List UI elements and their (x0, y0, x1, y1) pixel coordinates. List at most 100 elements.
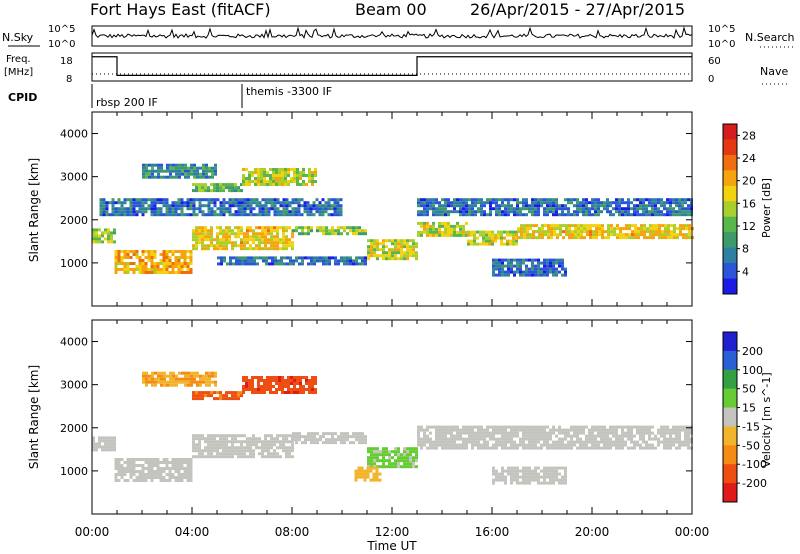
data-cell (213, 440, 216, 444)
data-cell (403, 257, 406, 261)
data-cell (328, 432, 331, 436)
data-cell (336, 210, 340, 214)
data-cell (219, 232, 222, 236)
data-cell (645, 428, 648, 432)
data-cell (651, 446, 654, 450)
data-cell (192, 210, 196, 214)
data-cell (525, 437, 528, 441)
data-cell (473, 236, 476, 240)
data-cell (95, 240, 98, 244)
data-cell (264, 210, 268, 214)
data-cell (615, 210, 618, 214)
data-cell (540, 270, 543, 274)
data-cell (394, 462, 397, 466)
data-cell (534, 434, 537, 438)
data-cell (597, 201, 600, 205)
data-cell (225, 229, 228, 233)
nsearch-tick-low: 10^0 (708, 39, 735, 50)
data-cell (372, 472, 376, 476)
data-cell (255, 226, 258, 230)
data-cell (279, 213, 283, 217)
data-cell (189, 473, 193, 476)
data-cell (633, 440, 636, 444)
data-cell (373, 447, 376, 451)
data-cell (166, 380, 169, 384)
data-cell (210, 213, 214, 217)
data-cell (198, 232, 201, 236)
data-cell (687, 204, 690, 208)
data-cell (288, 244, 291, 248)
data-cell (251, 171, 254, 174)
data-cell (276, 213, 280, 217)
data-cell (252, 437, 255, 441)
data-cell (426, 221, 429, 225)
data-cell (595, 236, 598, 240)
data-cell (333, 204, 337, 208)
data-cell (679, 224, 682, 228)
data-cell (198, 235, 201, 239)
data-cell (415, 254, 418, 258)
data-cell (501, 267, 504, 271)
data-cell (567, 201, 570, 205)
data-cell (272, 376, 275, 379)
data-cell (522, 207, 525, 211)
data-cell (123, 473, 127, 476)
data-cell (195, 244, 198, 248)
data-cell (175, 163, 178, 167)
data-cell (117, 479, 121, 482)
data-cell (516, 213, 519, 217)
data-cell (400, 254, 403, 258)
data-cell (301, 259, 304, 263)
data-cell (549, 437, 552, 441)
data-cell (417, 210, 420, 214)
data-cell (126, 207, 130, 211)
data-cell (394, 248, 397, 252)
data-cell (257, 177, 260, 180)
data-cell (367, 239, 370, 243)
data-cell (415, 257, 418, 261)
data-cell (456, 210, 459, 214)
data-cell (547, 233, 550, 237)
data-cell (269, 183, 272, 186)
data-cell (273, 201, 277, 205)
data-cell (177, 250, 181, 253)
data-cell (652, 233, 655, 237)
data-cell (465, 213, 468, 217)
data-cell (105, 204, 109, 208)
data-cell (361, 262, 364, 266)
data-cell (113, 228, 116, 232)
data-cell (196, 169, 199, 173)
data-cell (153, 271, 157, 274)
data-cell (582, 431, 585, 435)
data-cell (494, 239, 497, 243)
data-cell (282, 440, 285, 444)
data-cell (313, 441, 316, 445)
data-cell (373, 239, 376, 243)
data-cell (591, 213, 594, 217)
data-cell (270, 235, 273, 239)
data-cell (104, 436, 107, 440)
data-cell (165, 265, 169, 268)
data-cell (453, 224, 456, 228)
data-cell (294, 198, 298, 202)
data-cell (354, 469, 358, 473)
data-cell (627, 204, 630, 208)
data-cell (192, 437, 195, 441)
data-cell (213, 183, 216, 187)
data-cell (187, 374, 190, 378)
data-cell (156, 461, 160, 464)
data-cell (187, 166, 190, 170)
data-cell (299, 177, 302, 180)
data-cell (540, 475, 543, 479)
data-cell (309, 204, 313, 208)
data-cell (441, 425, 444, 429)
data-cell (406, 456, 409, 460)
data-cell (400, 257, 403, 261)
y-tick-label: 3000 (60, 171, 88, 184)
data-cell (258, 247, 261, 251)
data-cell (672, 198, 675, 202)
time-axis-label: Time UT (366, 539, 417, 553)
data-cell (435, 198, 438, 202)
data-cell (210, 455, 213, 459)
data-cell (302, 171, 305, 174)
